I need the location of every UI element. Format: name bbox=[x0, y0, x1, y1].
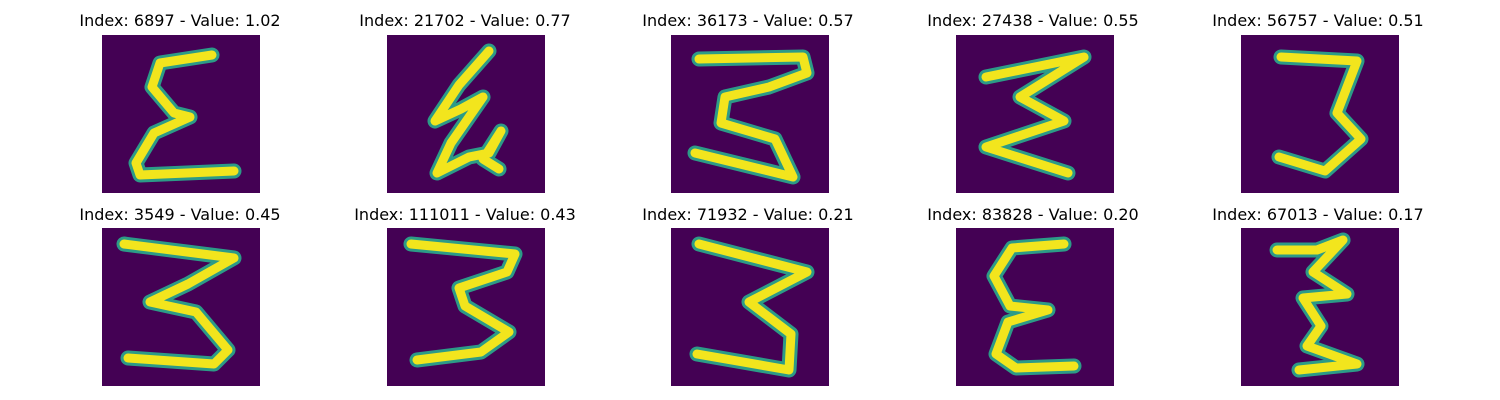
digit-image bbox=[102, 35, 260, 193]
digit-image bbox=[1241, 228, 1399, 386]
panel-title: Index: 21702 - Value: 0.77 bbox=[359, 11, 571, 30]
digit-image bbox=[387, 228, 545, 386]
digit-image bbox=[956, 228, 1114, 386]
panel-title: Index: 83828 - Value: 0.20 bbox=[927, 205, 1139, 224]
panel-title: Index: 56757 - Value: 0.51 bbox=[1212, 11, 1424, 30]
digit-image bbox=[956, 35, 1114, 193]
panel-title: Index: 67013 - Value: 0.17 bbox=[1212, 205, 1424, 224]
panel-title: Index: 111011 - Value: 0.43 bbox=[354, 205, 576, 224]
panel-title: Index: 36173 - Value: 0.57 bbox=[642, 11, 854, 30]
panel-title: Index: 3549 - Value: 0.45 bbox=[79, 205, 281, 224]
panel-title: Index: 71932 - Value: 0.21 bbox=[642, 205, 854, 224]
digit-image bbox=[671, 228, 829, 386]
digit-image bbox=[1241, 35, 1399, 193]
digit-image bbox=[671, 35, 829, 193]
panel-title: Index: 27438 - Value: 0.55 bbox=[927, 11, 1139, 30]
digit-image bbox=[102, 228, 260, 386]
panel-title: Index: 6897 - Value: 1.02 bbox=[79, 11, 281, 30]
digit-image bbox=[387, 35, 545, 193]
